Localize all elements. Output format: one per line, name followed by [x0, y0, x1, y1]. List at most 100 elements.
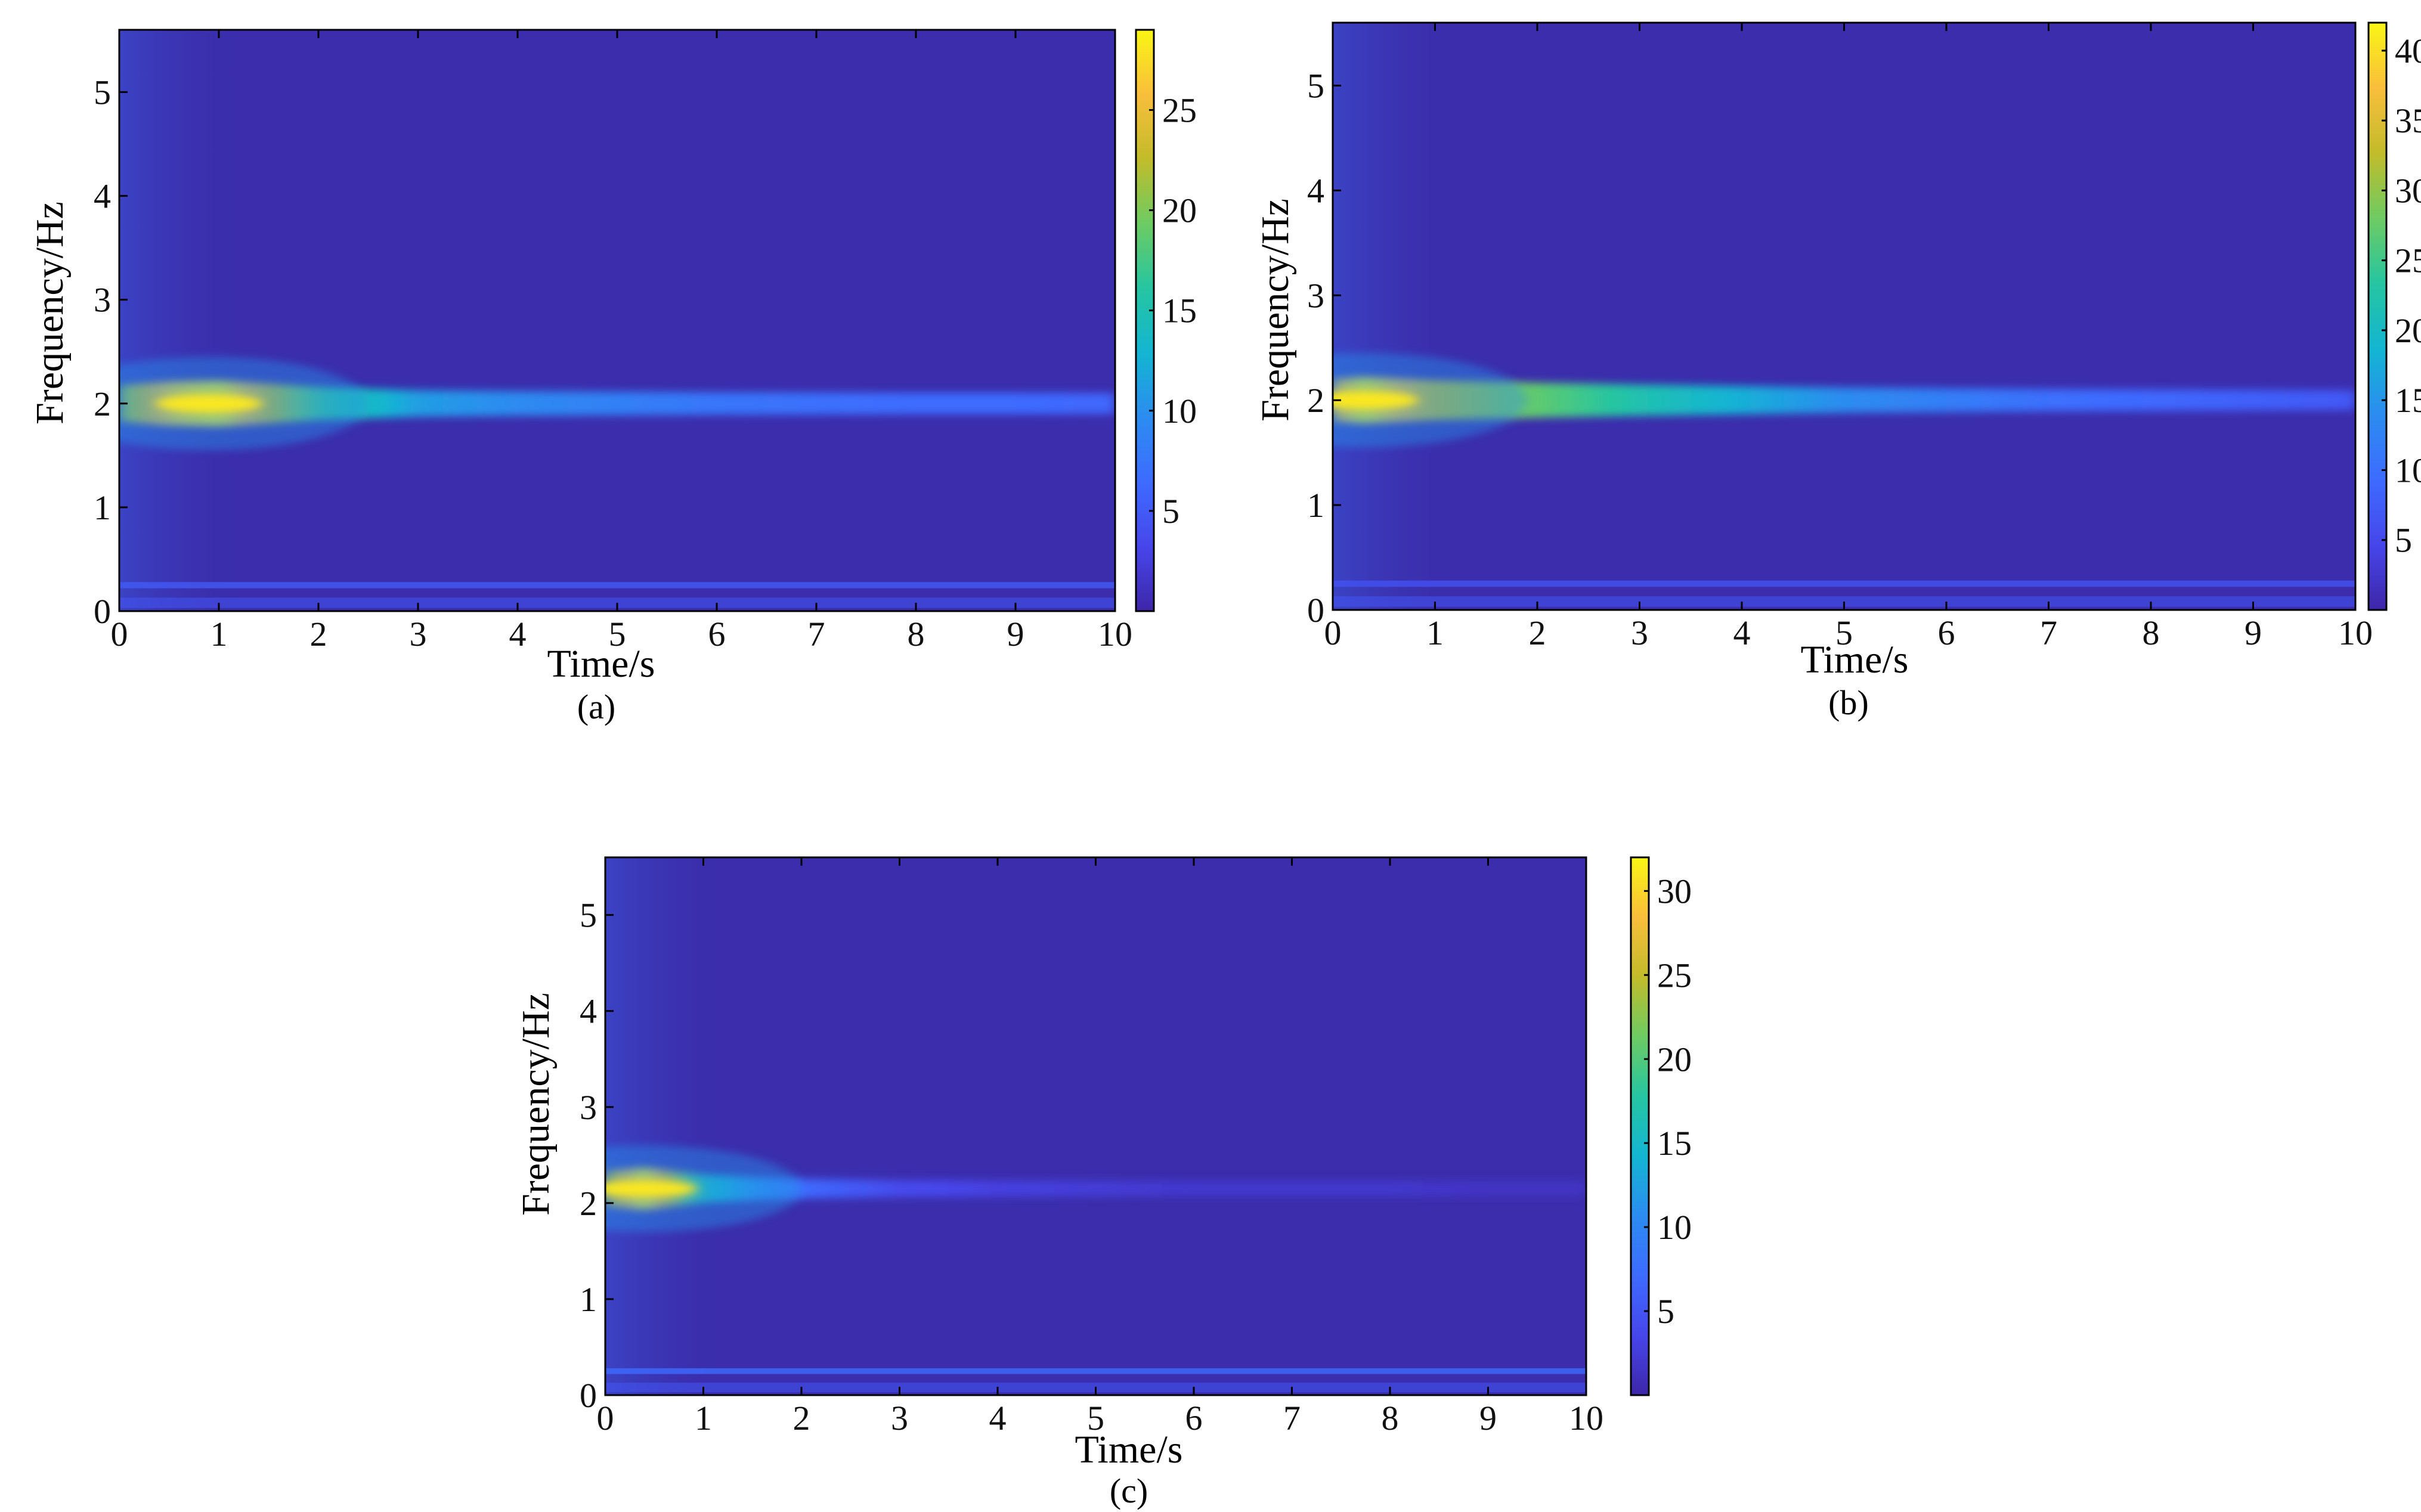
ridge-segment [493, 391, 502, 416]
ridge-segment [733, 392, 742, 415]
ridge-segment [442, 391, 452, 417]
ridge-segment [1826, 387, 1837, 413]
ridge-segment [625, 392, 634, 416]
ridge-segment [385, 389, 394, 418]
ridge-segment [1521, 1181, 1530, 1197]
x-tick-label: 1 [1426, 614, 1444, 652]
y-tick-label: 3 [94, 281, 111, 320]
y-tick-label: 2 [580, 1184, 597, 1223]
ridge-segment [1047, 1181, 1055, 1197]
x-tick-label: 1 [210, 615, 228, 653]
heatmap-background [605, 857, 1586, 1395]
ridge-segment [1895, 388, 1905, 413]
panel-caption: (b) [1828, 683, 1869, 722]
ridge-segment [1422, 1181, 1432, 1197]
ridge-segment [883, 1180, 892, 1198]
ridge-segment [826, 1179, 835, 1198]
heatmap-background [1333, 23, 2355, 610]
ridge-segment [1463, 1181, 1473, 1197]
x-axis-title: Time/s [1801, 638, 1909, 681]
x-axis-title: Time/s [547, 642, 655, 686]
ridge-segment [2193, 389, 2203, 411]
ridge-segment [1971, 388, 1982, 412]
ridge-segment [874, 392, 884, 414]
ridge-segment [916, 392, 925, 414]
ridge-segment [809, 1179, 819, 1198]
ridge-segment [949, 392, 958, 414]
colorbar-tick-label: 25 [2395, 241, 2421, 280]
ridge-segment [2057, 389, 2067, 411]
ridge-segment [1580, 383, 1589, 417]
ridge-segment [1673, 385, 1683, 416]
ridge-segment [1057, 392, 1066, 414]
colorbar-tick-label: 20 [1657, 1040, 1692, 1079]
ridge-segment [2116, 389, 2126, 411]
ridge-segment [1120, 1181, 1129, 1197]
ridge-segment [957, 392, 967, 414]
colorbar-tick-label: 10 [1162, 392, 1197, 430]
ridge-segment [1455, 1181, 1465, 1197]
y-tick-label: 5 [1307, 67, 1324, 106]
ridge-segment [1090, 393, 1100, 414]
ridge-segment [2278, 390, 2288, 411]
ridge-segment [1016, 392, 1024, 414]
axes: 0 1 2 3 4 5 6 7 8 9 10 0 1 2 3 4 5 [1307, 21, 2373, 652]
chart-c: 0 1 2 3 4 5 6 7 8 9 10 0 1 2 3 4 5 5 10 15 20 25 30 Time/s Fr… [514, 856, 1692, 1510]
ridge-segment [1784, 386, 1794, 414]
ridge-segment [915, 1180, 925, 1197]
axes: 0 1 2 3 4 5 6 7 8 9 10 0 1 2 3 4 5 [580, 856, 1603, 1437]
ridge-segment [1275, 1181, 1284, 1197]
x-tick-label: 6 [1938, 614, 1955, 652]
ridge-segment [899, 1180, 909, 1197]
y-tick-label: 3 [580, 1088, 597, 1127]
ridge-segment [891, 392, 900, 414]
ridge-segment [1023, 392, 1033, 414]
x-tick-label: 8 [1382, 1399, 1399, 1437]
ridge-segment [1912, 388, 1922, 413]
ridge-segment [575, 391, 585, 416]
ridge-segment [567, 391, 577, 416]
ridge-segment [1691, 385, 1700, 415]
ridge-segment [1316, 1181, 1326, 1197]
ridge-segment [1112, 1181, 1121, 1197]
low-frequency-band [1333, 580, 2355, 587]
colorbar-tick-label: 25 [1657, 956, 1692, 994]
ridge-segment [1537, 383, 1547, 418]
ridge-segment [476, 391, 485, 417]
ridge-segment [509, 391, 518, 416]
ridge-segment [818, 1179, 827, 1198]
low-time-haze [1333, 23, 1466, 610]
ridge-segment [999, 392, 1008, 414]
ridge-segment [2202, 389, 2212, 411]
ridge-segment [2312, 390, 2322, 411]
ridge-segment [1861, 388, 1871, 413]
ridge-segment [1844, 388, 1853, 413]
ridge-segment [990, 392, 1000, 414]
y-axis-title: Frequency/Hz [1253, 199, 1297, 422]
ridge-segment [940, 392, 950, 414]
colorbar-tick-label: 20 [2395, 311, 2421, 350]
ridge-segment [2134, 389, 2143, 411]
ridge-segment [434, 390, 444, 417]
ridge-segment [1177, 1181, 1187, 1197]
ridge-segment [1259, 1181, 1268, 1197]
ridge-segment [998, 1181, 1007, 1197]
colorbar-tick-label: 15 [2395, 381, 2421, 420]
ridge-segment [1082, 393, 1091, 414]
ridge-segment [717, 392, 726, 415]
ridge-segment [1030, 1181, 1039, 1197]
ridge-segment [1234, 1181, 1244, 1197]
ridge-segment [2048, 389, 2058, 411]
ridge-segment [584, 391, 593, 416]
panel-caption: (c) [1110, 1471, 1148, 1510]
ridge-segment [501, 391, 510, 416]
ridge-segment [1300, 1181, 1309, 1197]
ridge-segment [650, 392, 660, 416]
ridge-segment [1054, 1181, 1064, 1197]
ridge-segment [1578, 1181, 1586, 1197]
ridge-segment [1776, 386, 1785, 414]
ridge-segment [1571, 383, 1581, 417]
ridge-segment [426, 390, 435, 417]
y-tick-label: 2 [1307, 381, 1324, 420]
colorbar-gradient [1135, 29, 1155, 612]
